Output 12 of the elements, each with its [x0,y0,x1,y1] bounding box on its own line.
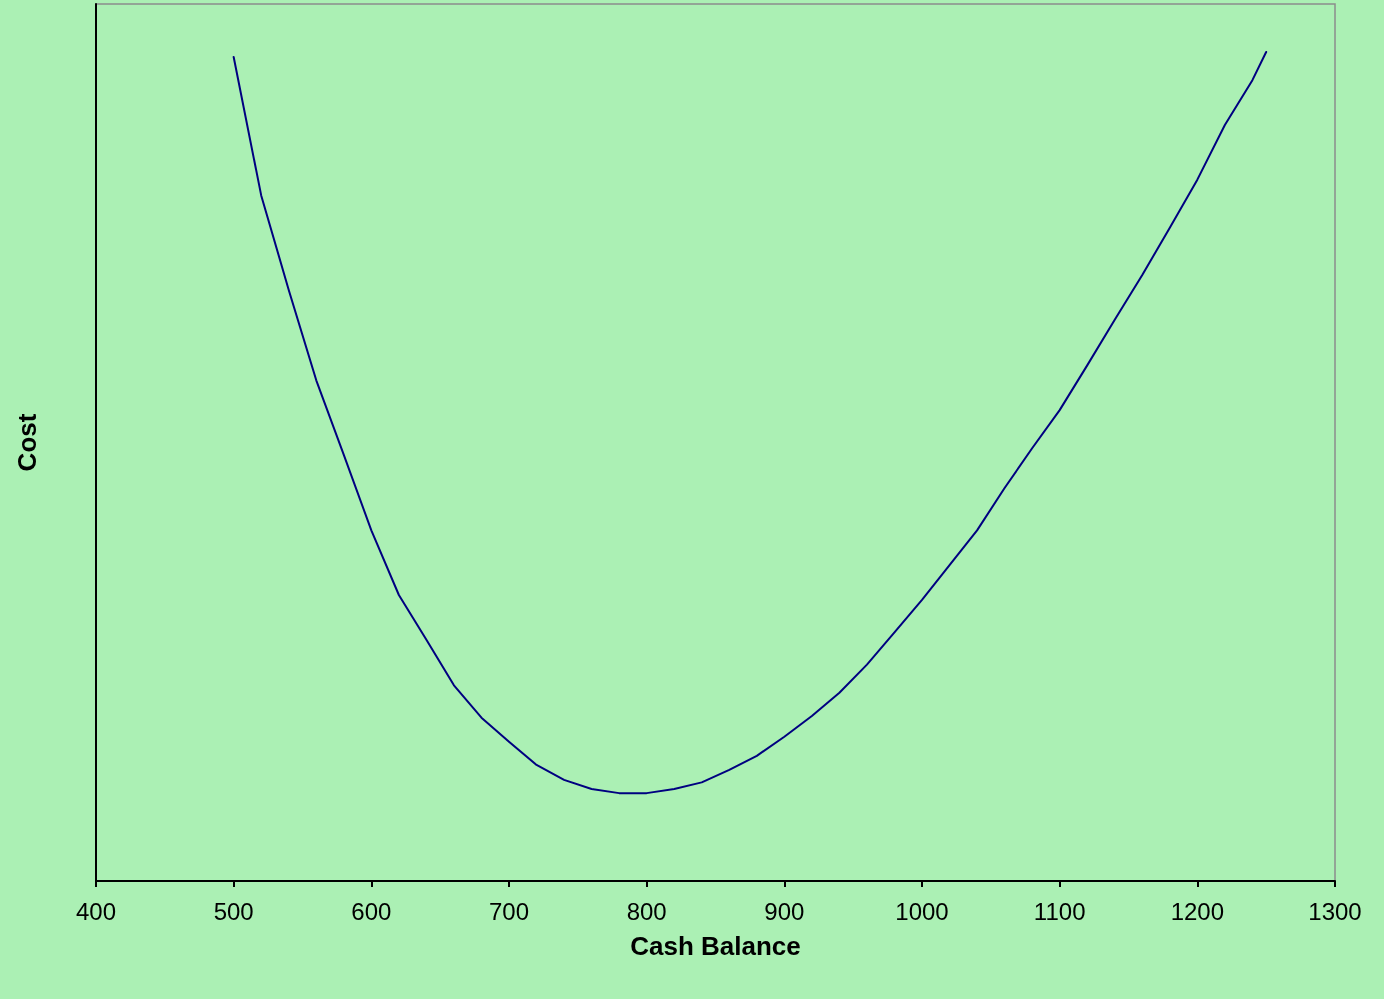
x-tick-label: 1300 [1308,897,1362,925]
x-tick-label: 500 [213,897,254,925]
x-tick-label: 700 [488,897,530,925]
x-axis-title: Cash Balance [630,931,801,961]
x-tick-label: 600 [351,897,392,925]
x-tick-label: 400 [75,897,117,925]
x-tick-label: 1100 [1033,897,1086,925]
x-tick-label: 1000 [895,897,949,925]
x-tick-label: 900 [764,897,805,925]
x-tick-label: 800 [626,897,667,925]
y-axis-title: Cost [12,413,42,472]
x-tick-label: 1200 [1170,897,1225,925]
